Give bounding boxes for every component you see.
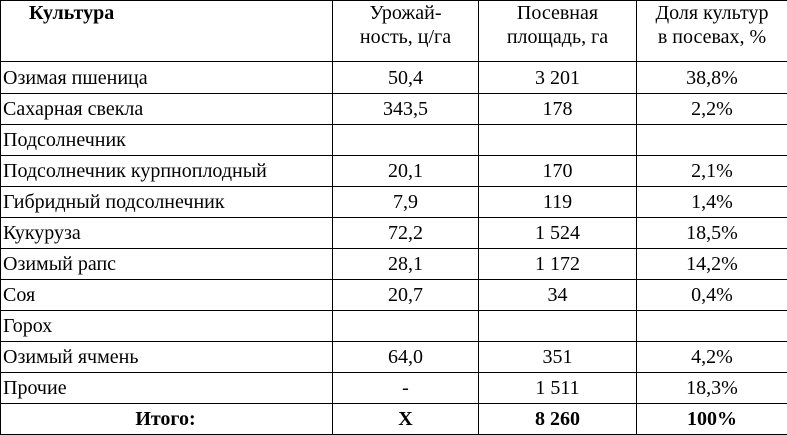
cell-yield: 343,5 <box>332 93 479 125</box>
cell-share <box>636 124 787 156</box>
cell-name: Соя <box>0 279 333 311</box>
table-row: Соя 20,7 34 0,4% <box>0 279 787 311</box>
cell-area: 351 <box>478 341 637 373</box>
table-row: Озимая пшеница 50,4 3 201 38,8% <box>0 61 787 94</box>
cell-yield: 50,4 <box>332 61 479 94</box>
cell-area: 1 524 <box>478 217 637 249</box>
cell-area: 178 <box>478 93 637 125</box>
cell-name: Прочие <box>0 372 333 404</box>
total-area: 8 260 <box>478 403 637 435</box>
header-share-line2: в посевах, % <box>657 26 767 48</box>
cell-share: 1,4% <box>636 186 787 218</box>
table-row: Подсолнечник <box>0 124 787 156</box>
cell-share: 4,2% <box>636 341 787 373</box>
cell-yield: 20,1 <box>332 155 479 187</box>
header-yield-line2: ность, ц/га <box>359 26 452 48</box>
header-culture: Культура <box>0 0 333 62</box>
cell-share: 0,4% <box>636 279 787 311</box>
cell-share: 14,2% <box>636 248 787 280</box>
cell-name: Озимая пшеница <box>0 61 333 94</box>
cell-name: Подсолнечник курпноплодный <box>0 155 333 187</box>
table-row: Гибридный подсолнечник 7,9 119 1,4% <box>0 186 787 218</box>
cell-area: 1 511 <box>478 372 637 404</box>
header-row: Культура Урожай- ность, ц/га Посевная пл… <box>0 0 787 62</box>
cell-share: 38,8% <box>636 61 787 94</box>
header-area: Посевная площадь, га <box>478 0 637 62</box>
cell-area: 170 <box>478 155 637 187</box>
cell-area: 1 172 <box>478 248 637 280</box>
cell-yield: 64,0 <box>332 341 479 373</box>
cell-area: 119 <box>478 186 637 218</box>
table-row: Горох <box>0 310 787 342</box>
cell-name: Озимый ячмень <box>0 341 333 373</box>
total-row: Итого: Х 8 260 100% <box>0 403 787 435</box>
header-area-line1: Посевная <box>516 2 599 24</box>
cell-yield <box>332 124 479 156</box>
header-yield: Урожай- ность, ц/га <box>332 0 479 62</box>
header-area-line2: площадь, га <box>506 26 609 48</box>
header-yield-line1: Урожай- <box>369 2 442 24</box>
cell-area <box>478 124 637 156</box>
cell-yield: 7,9 <box>332 186 479 218</box>
cell-name: Горох <box>0 310 333 342</box>
cell-area: 34 <box>478 279 637 311</box>
table-row: Подсолнечник курпноплодный 20,1 170 2,1% <box>0 155 787 187</box>
cell-name: Гибридный подсолнечник <box>0 186 333 218</box>
header-share: Доля культур в посевах, % <box>636 0 787 62</box>
total-yield: Х <box>332 403 479 435</box>
cell-yield: 28,1 <box>332 248 479 280</box>
table-row: Озимый рапс 28,1 1 172 14,2% <box>0 248 787 280</box>
cell-yield <box>332 310 479 342</box>
cell-name: Кукуруза <box>0 217 333 249</box>
cell-share: 18,3% <box>636 372 787 404</box>
table-row: Кукуруза 72,2 1 524 18,5% <box>0 217 787 249</box>
cell-yield: 72,2 <box>332 217 479 249</box>
total-label: Итого: <box>0 403 333 435</box>
header-share-line1: Доля культур <box>655 2 769 24</box>
cell-share: 2,2% <box>636 93 787 125</box>
cell-yield: - <box>332 372 479 404</box>
cell-share <box>636 310 787 342</box>
table-row: Озимый ячмень 64,0 351 4,2% <box>0 341 787 373</box>
table-row: Прочие - 1 511 18,3% <box>0 372 787 404</box>
cell-share: 2,1% <box>636 155 787 187</box>
cell-area: 3 201 <box>478 61 637 94</box>
cell-area <box>478 310 637 342</box>
cell-name: Подсолнечник <box>0 124 333 156</box>
cell-share: 18,5% <box>636 217 787 249</box>
cell-yield: 20,7 <box>332 279 479 311</box>
header-culture-label: Культура <box>29 2 115 24</box>
table-row: Сахарная свекла 343,5 178 2,2% <box>0 93 787 125</box>
cell-name: Озимый рапс <box>0 248 333 280</box>
total-share: 100% <box>636 403 787 435</box>
cell-name: Сахарная свекла <box>0 93 333 125</box>
